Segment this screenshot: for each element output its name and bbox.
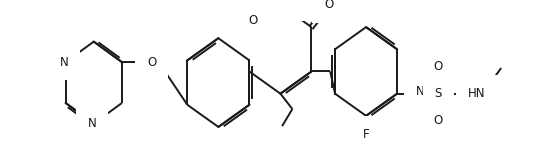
Text: O: O bbox=[433, 60, 443, 73]
Text: HN: HN bbox=[468, 87, 485, 100]
Text: O: O bbox=[433, 114, 443, 127]
Text: S: S bbox=[434, 87, 442, 100]
Text: F: F bbox=[363, 128, 369, 141]
Text: O: O bbox=[248, 14, 257, 27]
Text: O: O bbox=[324, 0, 333, 11]
Text: NH: NH bbox=[416, 85, 433, 98]
Text: N: N bbox=[87, 117, 96, 130]
Text: O: O bbox=[147, 56, 157, 69]
Text: N: N bbox=[60, 56, 69, 69]
